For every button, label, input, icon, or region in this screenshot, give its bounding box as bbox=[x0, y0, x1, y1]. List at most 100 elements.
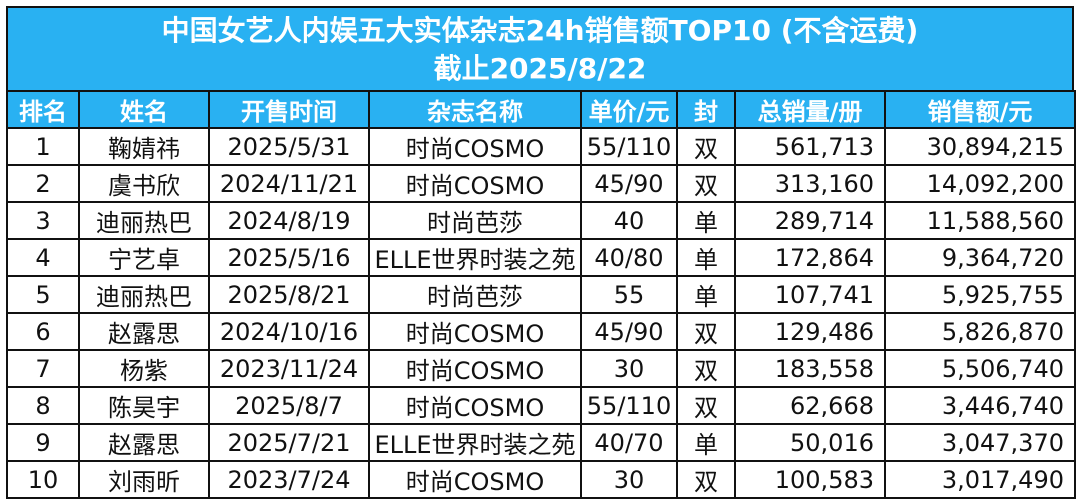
cell-magazine: 时尚COSMO bbox=[368, 127, 582, 166]
cell-cover: 单 bbox=[676, 275, 736, 314]
table-row: 5 迪丽热巴 2025/8/21 时尚芭莎 55 单 107,741 5,925… bbox=[6, 275, 1076, 314]
cell-price: 40/70 bbox=[580, 423, 678, 462]
sales-ranking-table: 排名 姓名 开售时间 杂志名称 单价/元 封 总销量/册 销售额/元 1 鞠婧祎… bbox=[6, 90, 1076, 499]
column-header-price: 单价/元 bbox=[580, 90, 678, 129]
table-row: 1 鞠婧祎 2025/5/31 时尚COSMO 55/110 双 561,713… bbox=[6, 127, 1076, 166]
table-row: 9 赵露思 2025/7/21 ELLE世界时装之苑 40/70 单 50,01… bbox=[6, 423, 1076, 462]
column-header-magazine: 杂志名称 bbox=[368, 90, 582, 129]
cell-name: 杨紫 bbox=[78, 349, 210, 388]
cell-volume: 62,668 bbox=[734, 386, 886, 425]
table-row: 3 迪丽热巴 2024/8/19 时尚芭莎 40 单 289,714 11,58… bbox=[6, 201, 1076, 240]
cell-rank: 3 bbox=[6, 201, 80, 240]
cell-name: 赵露思 bbox=[78, 312, 210, 351]
cell-cover: 单 bbox=[676, 238, 736, 277]
cell-price: 30 bbox=[580, 349, 678, 388]
table-row: 8 陈昊宇 2025/8/7 时尚COSMO 55/110 双 62,668 3… bbox=[6, 386, 1076, 425]
cell-sales: 11,588,560 bbox=[884, 201, 1076, 240]
cell-cover: 双 bbox=[676, 460, 736, 499]
cell-volume: 561,713 bbox=[734, 127, 886, 166]
cell-date: 2025/5/16 bbox=[208, 238, 370, 277]
cell-magazine: 时尚COSMO bbox=[368, 386, 582, 425]
cell-name: 宁艺卓 bbox=[78, 238, 210, 277]
cell-sales: 3,446,740 bbox=[884, 386, 1076, 425]
column-header-rank: 排名 bbox=[6, 90, 80, 129]
column-header-date: 开售时间 bbox=[208, 90, 370, 129]
cell-sales: 9,364,720 bbox=[884, 238, 1076, 277]
column-header-volume: 总销量/册 bbox=[734, 90, 886, 129]
cell-volume: 100,583 bbox=[734, 460, 886, 499]
cell-sales: 5,925,755 bbox=[884, 275, 1076, 314]
cell-cover: 单 bbox=[676, 201, 736, 240]
cell-rank: 9 bbox=[6, 423, 80, 462]
cell-price: 40 bbox=[580, 201, 678, 240]
cell-magazine: 时尚COSMO bbox=[368, 460, 582, 499]
cell-rank: 10 bbox=[6, 460, 80, 499]
cell-date: 2024/10/16 bbox=[208, 312, 370, 351]
cell-name: 迪丽热巴 bbox=[78, 275, 210, 314]
table-body: 1 鞠婧祎 2025/5/31 时尚COSMO 55/110 双 561,713… bbox=[6, 127, 1076, 499]
cell-price: 30 bbox=[580, 460, 678, 499]
cell-date: 2023/11/24 bbox=[208, 349, 370, 388]
cell-sales: 3,017,490 bbox=[884, 460, 1076, 499]
cell-date: 2025/7/21 bbox=[208, 423, 370, 462]
cell-name: 刘雨昕 bbox=[78, 460, 210, 499]
cell-sales: 3,047,370 bbox=[884, 423, 1076, 462]
cell-volume: 183,558 bbox=[734, 349, 886, 388]
table-subtitle: 截止2025/8/22 bbox=[433, 52, 647, 85]
table-row: 7 杨紫 2023/11/24 时尚COSMO 30 双 183,558 5,5… bbox=[6, 349, 1076, 388]
cell-rank: 2 bbox=[6, 164, 80, 203]
column-header-name: 姓名 bbox=[78, 90, 210, 129]
cell-date: 2024/11/21 bbox=[208, 164, 370, 203]
column-header-cover: 封 bbox=[676, 90, 736, 129]
cell-volume: 289,714 bbox=[734, 201, 886, 240]
table-row: 4 宁艺卓 2025/5/16 ELLE世界时装之苑 40/80 单 172,8… bbox=[6, 238, 1076, 277]
cell-name: 虞书欣 bbox=[78, 164, 210, 203]
table-title: 中国女艺人内娱五大实体杂志24h销售额TOP10 (不含运费) bbox=[161, 14, 919, 47]
table-header-row: 排名 姓名 开售时间 杂志名称 单价/元 封 总销量/册 销售额/元 bbox=[6, 90, 1076, 129]
cell-price: 55/110 bbox=[580, 127, 678, 166]
cell-cover: 双 bbox=[676, 164, 736, 203]
cell-magazine: 时尚芭莎 bbox=[368, 201, 582, 240]
cell-rank: 4 bbox=[6, 238, 80, 277]
cell-date: 2025/5/31 bbox=[208, 127, 370, 166]
cell-date: 2023/7/24 bbox=[208, 460, 370, 499]
cell-rank: 7 bbox=[6, 349, 80, 388]
cell-name: 陈昊宇 bbox=[78, 386, 210, 425]
cell-sales: 5,826,870 bbox=[884, 312, 1076, 351]
cell-magazine: 时尚COSMO bbox=[368, 164, 582, 203]
cell-price: 55/110 bbox=[580, 386, 678, 425]
cell-rank: 6 bbox=[6, 312, 80, 351]
cell-magazine: 时尚COSMO bbox=[368, 349, 582, 388]
sales-table-card: 中国女艺人内娱五大实体杂志24h销售额TOP10 (不含运费) 截止2025/8… bbox=[6, 6, 1076, 499]
cell-rank: 8 bbox=[6, 386, 80, 425]
cell-cover: 双 bbox=[676, 312, 736, 351]
cell-magazine: ELLE世界时装之苑 bbox=[368, 423, 582, 462]
cell-price: 45/90 bbox=[580, 164, 678, 203]
cell-cover: 双 bbox=[676, 386, 736, 425]
cell-magazine: ELLE世界时装之苑 bbox=[368, 238, 582, 277]
cell-price: 40/80 bbox=[580, 238, 678, 277]
table-row: 10 刘雨昕 2023/7/24 时尚COSMO 30 双 100,583 3,… bbox=[6, 460, 1076, 499]
column-header-sales: 销售额/元 bbox=[884, 90, 1076, 129]
cell-date: 2024/8/19 bbox=[208, 201, 370, 240]
cell-volume: 172,864 bbox=[734, 238, 886, 277]
cell-cover: 双 bbox=[676, 349, 736, 388]
cell-price: 45/90 bbox=[580, 312, 678, 351]
cell-volume: 129,486 bbox=[734, 312, 886, 351]
cell-sales: 14,092,200 bbox=[884, 164, 1076, 203]
cell-price: 55 bbox=[580, 275, 678, 314]
cell-rank: 5 bbox=[6, 275, 80, 314]
cell-cover: 双 bbox=[676, 127, 736, 166]
cell-date: 2025/8/7 bbox=[208, 386, 370, 425]
cell-name: 迪丽热巴 bbox=[78, 201, 210, 240]
table-title-block: 中国女艺人内娱五大实体杂志24h销售额TOP10 (不含运费) 截止2025/8… bbox=[6, 6, 1074, 90]
cell-rank: 1 bbox=[6, 127, 80, 166]
cell-sales: 30,894,215 bbox=[884, 127, 1076, 166]
cell-volume: 313,160 bbox=[734, 164, 886, 203]
cell-cover: 单 bbox=[676, 423, 736, 462]
cell-date: 2025/8/21 bbox=[208, 275, 370, 314]
cell-sales: 5,506,740 bbox=[884, 349, 1076, 388]
table-row: 6 赵露思 2024/10/16 时尚COSMO 45/90 双 129,486… bbox=[6, 312, 1076, 351]
cell-magazine: 时尚芭莎 bbox=[368, 275, 582, 314]
cell-volume: 107,741 bbox=[734, 275, 886, 314]
